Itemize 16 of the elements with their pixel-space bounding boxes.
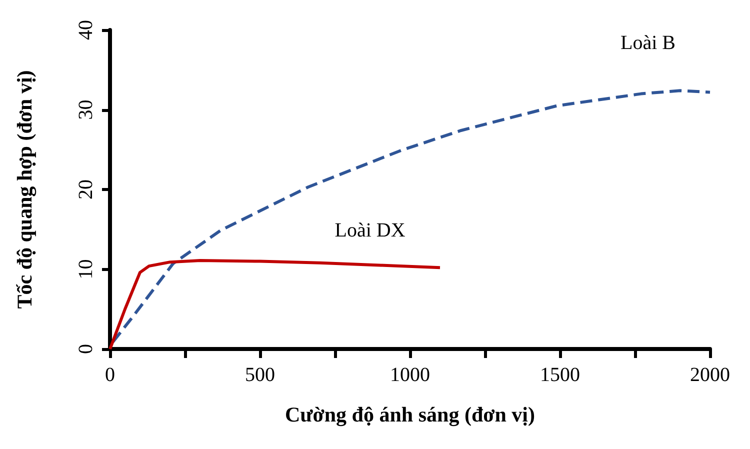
x-tick-label: 2000 [690,364,730,386]
y-tick-label: 40 [75,20,97,40]
series-label: Loài DX [334,220,406,242]
x-tick-label: 1000 [390,364,430,386]
x-tick-label: 1500 [540,364,580,386]
series-label: Loài B [620,32,676,54]
line-series [112,89,712,344]
x-tick-label: 0 [105,364,115,386]
x-axis-title: Cường độ ánh sáng (đơn vị) [284,402,536,426]
x-tick-label: 500 [245,364,275,386]
y-tick-label: 20 [75,180,97,200]
y-axis-title: Tốc độ quang hợp (đơn vị) [12,70,36,309]
y-tick-label: 30 [75,100,97,120]
y-tick-label: 10 [75,259,97,280]
y-tick-label: 0 [75,344,97,354]
line-series [108,258,442,350]
